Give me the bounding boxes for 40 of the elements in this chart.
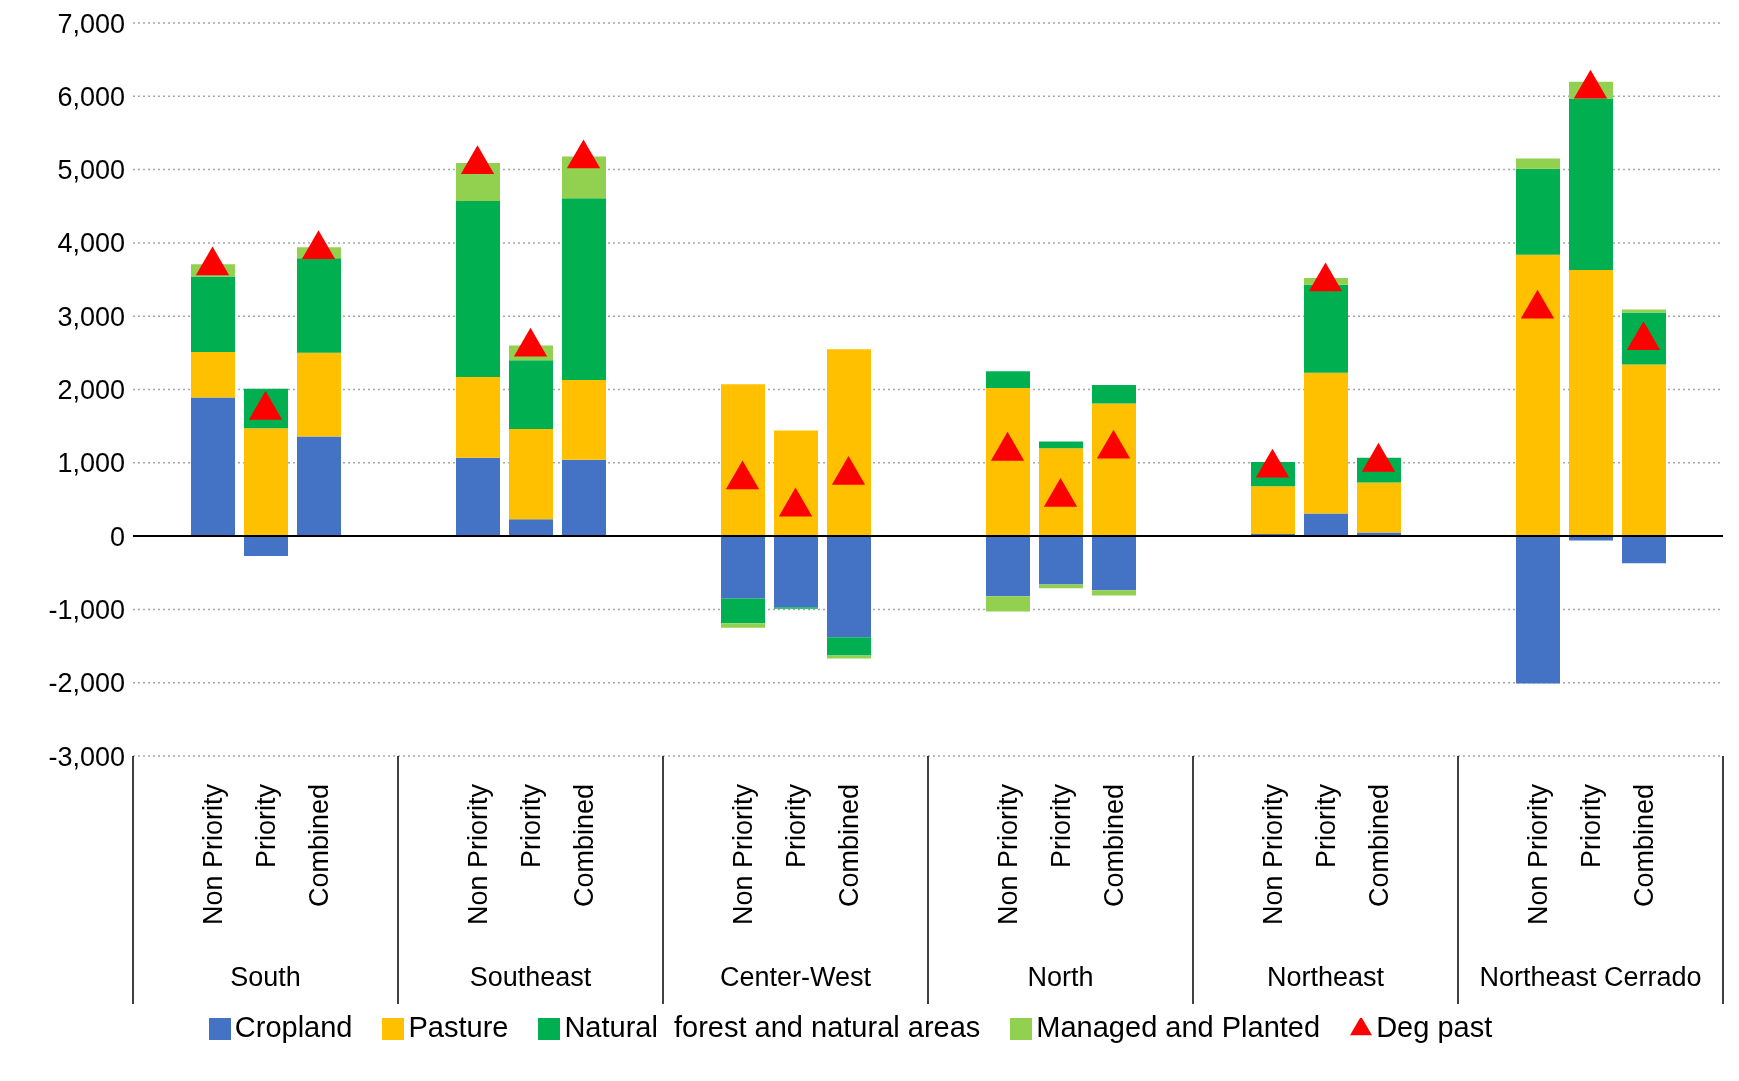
text: Northeast [1266,962,1385,992]
legend-label: Cropland [234,1011,353,1043]
y-tick-label: -1,000 [48,594,125,625]
x-tick-label: Non Priority [197,783,228,926]
x-tick-label: Priority [515,783,546,869]
text: Center-West [719,962,872,992]
x-tick-label: Combined [1363,784,1394,908]
legend-label: Managed and Planted [1036,1011,1321,1043]
x-tick-label: Non Priority [1257,783,1288,926]
x-tick-label: Combined [1628,784,1659,908]
x-tick-label: Non Priority [462,783,493,926]
y-tick-label: 6,000 [57,81,125,112]
x-tick-label: Combined [1098,784,1129,908]
x-tick-label: Non Priority [727,783,758,926]
x-tick-label: Priority [1310,783,1341,869]
x-tick-label: Priority [780,783,811,869]
x-tick-label: Combined [568,784,599,908]
x-tick-label: Priority [250,783,281,869]
y-tick-label: 7,000 [57,8,125,39]
x-tick-label: Non Priority [992,783,1023,926]
y-tick-label: 2,000 [57,375,125,406]
x-tick-label: Priority [1575,783,1606,869]
x-tick-label: Combined [303,784,334,908]
text: North [1027,962,1094,992]
y-tick-label: 0 [109,521,125,552]
text: Northeast Cerrado [1479,962,1702,992]
y-tick-label: 4,000 [57,228,125,259]
x-tick-label: Non Priority [1522,783,1553,926]
x-tick-label: Priority [1045,783,1076,869]
y-tick-label: -2,000 [48,668,125,699]
y-tick-label: 3,000 [57,301,125,332]
text: South [230,962,301,992]
legend-label: Natural forest and natural areas [564,1011,981,1043]
text: Southeast [469,962,592,992]
legend-label: Pasture [408,1011,509,1043]
y-tick-label: 5,000 [57,155,125,186]
x-tick-label: Combined [833,784,864,908]
y-tick-label: 1,000 [57,448,125,479]
y-tick-label: -3,000 [48,741,125,772]
legend-label: Deg past [1376,1011,1493,1043]
